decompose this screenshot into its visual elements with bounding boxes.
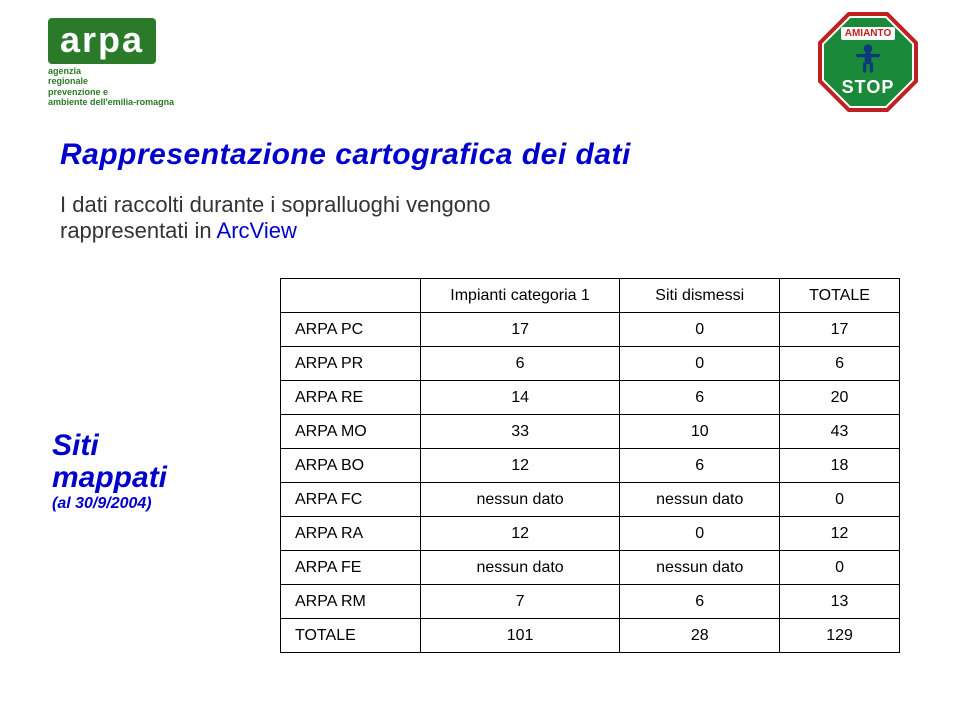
subtitle-arcview: ArcView [217, 218, 297, 243]
side-label-line: Siti [52, 430, 167, 462]
arpa-sub-line: ambiente dell'emilia-romagna [48, 97, 198, 107]
side-label: Siti mappati (al 30/9/2004) [52, 430, 167, 513]
table-cell: 0 [780, 483, 900, 517]
amianto-label: AMIANTO [841, 27, 895, 40]
table-cell: 6 [620, 381, 780, 415]
subtitle-part: I dati raccolti durante i sopralluoghi v… [60, 192, 491, 217]
table-cell: 17 [420, 313, 620, 347]
table-cell: 0 [620, 517, 780, 551]
row-label: TOTALE [281, 619, 421, 653]
side-label-date: (al 30/9/2004) [52, 495, 167, 513]
table-cell: 101 [420, 619, 620, 653]
data-table: Impianti categoria 1 Siti dismessi TOTAL… [280, 278, 900, 653]
table-cell: 20 [780, 381, 900, 415]
side-label-line: mappati [52, 462, 167, 494]
person-icon [851, 42, 885, 76]
slide-subtitle: I dati raccolti durante i sopralluoghi v… [60, 192, 491, 244]
table-cell: 17 [780, 313, 900, 347]
row-label: ARPA PC [281, 313, 421, 347]
table-cell: 6 [420, 347, 620, 381]
row-label: ARPA MO [281, 415, 421, 449]
amianto-stop-logo: AMIANTO STOP [818, 12, 918, 112]
arpa-sub-line: prevenzione e [48, 87, 198, 97]
table-header: TOTALE [780, 279, 900, 313]
table-cell: 6 [780, 347, 900, 381]
row-label: ARPA PR [281, 347, 421, 381]
data-table-container: Impianti categoria 1 Siti dismessi TOTAL… [280, 278, 900, 653]
table-cell: 28 [620, 619, 780, 653]
table-cell: nessun dato [420, 483, 620, 517]
table-cell: 33 [420, 415, 620, 449]
table-corner-cell [281, 279, 421, 313]
table-cell: 18 [780, 449, 900, 483]
table-row: ARPA MO331043 [281, 415, 900, 449]
table-cell: nessun dato [620, 483, 780, 517]
table-cell: 43 [780, 415, 900, 449]
row-label: ARPA BO [281, 449, 421, 483]
table-cell: nessun dato [420, 551, 620, 585]
table-row: ARPA FEnessun datonessun dato0 [281, 551, 900, 585]
arpa-sub-line: agenzia [48, 66, 198, 76]
table-cell: 10 [620, 415, 780, 449]
table-cell: 12 [420, 449, 620, 483]
stop-sign-icon: AMIANTO STOP [818, 12, 918, 112]
arpa-logo: arpa agenzia regionale prevenzione e amb… [48, 18, 198, 107]
table-cell: 14 [420, 381, 620, 415]
arpa-logo-text: arpa [48, 18, 156, 64]
stop-label: STOP [842, 77, 895, 98]
table-row: ARPA RM7613 [281, 585, 900, 619]
row-label: ARPA RE [281, 381, 421, 415]
table-cell: 0 [620, 347, 780, 381]
table-cell: 6 [620, 585, 780, 619]
table-cell: 6 [620, 449, 780, 483]
arpa-sub-line: regionale [48, 76, 198, 86]
table-row: ARPA RE14620 [281, 381, 900, 415]
table-cell: 12 [420, 517, 620, 551]
arpa-logo-subtext: agenzia regionale prevenzione e ambiente… [48, 66, 198, 107]
slide-title: Rappresentazione cartografica dei dati [60, 138, 631, 172]
table-cell: 7 [420, 585, 620, 619]
table-header-row: Impianti categoria 1 Siti dismessi TOTAL… [281, 279, 900, 313]
table-row: ARPA FCnessun datonessun dato0 [281, 483, 900, 517]
row-label: ARPA FC [281, 483, 421, 517]
row-label: ARPA RA [281, 517, 421, 551]
table-row: ARPA PC17017 [281, 313, 900, 347]
table-cell: nessun dato [620, 551, 780, 585]
subtitle-part: rappresentati in [60, 218, 217, 243]
table-row: TOTALE10128129 [281, 619, 900, 653]
table-row: ARPA BO12618 [281, 449, 900, 483]
table-header: Impianti categoria 1 [420, 279, 620, 313]
table-cell: 0 [620, 313, 780, 347]
table-row: ARPA PR606 [281, 347, 900, 381]
table-cell: 12 [780, 517, 900, 551]
table-cell: 13 [780, 585, 900, 619]
row-label: ARPA FE [281, 551, 421, 585]
row-label: ARPA RM [281, 585, 421, 619]
table-cell: 0 [780, 551, 900, 585]
table-header: Siti dismessi [620, 279, 780, 313]
table-row: ARPA RA12012 [281, 517, 900, 551]
table-cell: 129 [780, 619, 900, 653]
